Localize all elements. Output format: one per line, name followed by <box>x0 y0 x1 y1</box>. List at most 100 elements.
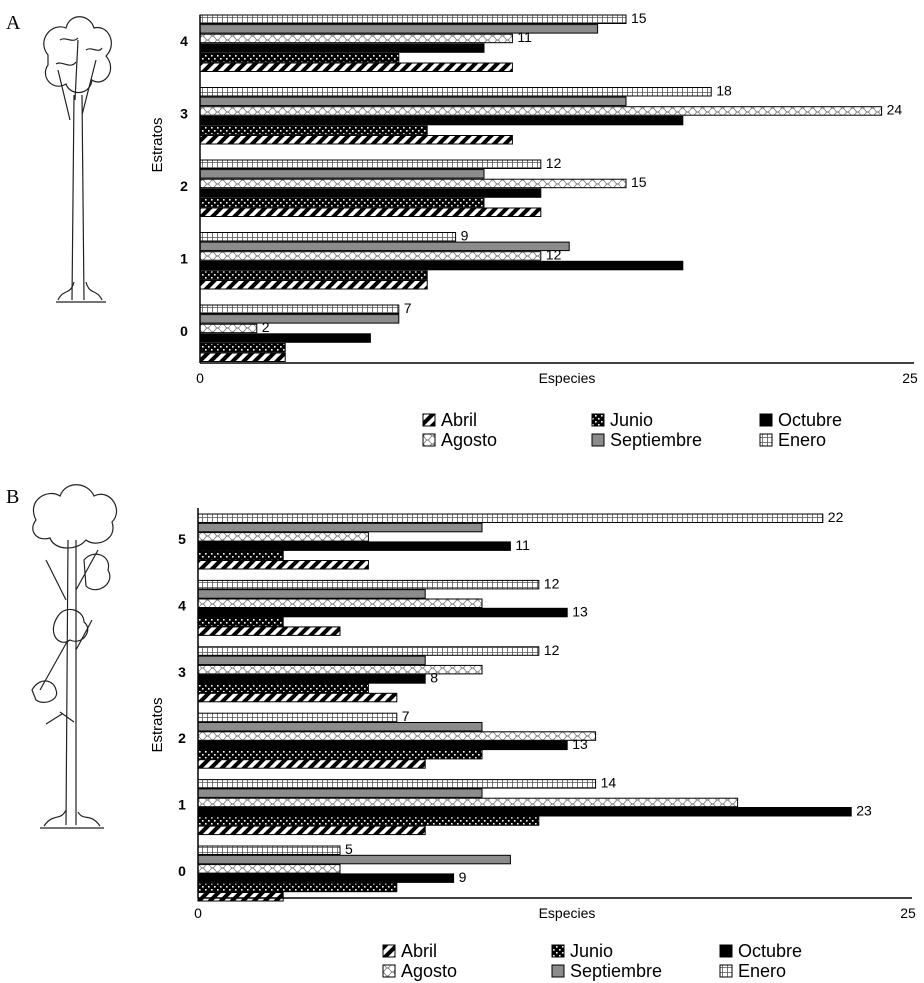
data-label: 15 <box>631 174 647 190</box>
legend-swatch-octubre <box>759 413 773 427</box>
bar-agosto <box>197 797 739 808</box>
bar-septiembre <box>199 314 400 324</box>
bar-octubre <box>197 607 568 618</box>
bar-agosto <box>199 33 513 44</box>
bar-agosto <box>197 598 483 608</box>
data-label: 11 <box>515 537 530 553</box>
data-label: 18 <box>716 83 732 99</box>
bar-septiembre <box>197 788 483 798</box>
bar-agosto <box>199 251 542 261</box>
legend-swatch-junio <box>591 413 605 427</box>
bar-abril <box>199 62 513 72</box>
bar-octubre <box>199 260 684 271</box>
legend-label-junio: Junio <box>610 410 653 430</box>
data-label: 12 <box>546 155 562 171</box>
legend-swatch-agosto <box>382 964 396 978</box>
legend-label-agosto: Agosto <box>401 961 457 981</box>
bar-octubre <box>199 43 485 53</box>
data-label: 11 <box>517 29 532 45</box>
bar-enero <box>199 159 542 169</box>
data-label: 12 <box>546 247 562 263</box>
bar-junio <box>197 550 284 561</box>
data-label: 5 <box>345 841 353 857</box>
x-axis-label-b: Especies <box>539 905 596 921</box>
bar-junio <box>197 617 284 627</box>
legend-swatch-enero <box>719 964 733 978</box>
data-label: 8 <box>430 670 438 686</box>
bar-enero <box>197 579 540 590</box>
bar-septiembre <box>197 854 511 865</box>
panel-b: B Estratos 5 4 3 2 1 0 22 11 12 13 12 8 7 13 14 23 5 9 0… <box>6 484 916 981</box>
data-label: 9 <box>459 869 467 885</box>
bar-agosto <box>197 664 483 675</box>
bar-junio <box>199 52 400 63</box>
bar-octubre <box>197 740 568 751</box>
data-label: 2 <box>262 319 270 335</box>
panel-letter-b: B <box>6 486 19 508</box>
bar-junio <box>199 197 485 208</box>
x-tick-b-25: 25 <box>900 905 916 921</box>
category-label: 4 <box>178 597 186 613</box>
bar-enero <box>199 232 457 242</box>
legend-label-octubre: Octubre <box>738 941 802 961</box>
bar-abril <box>197 692 398 703</box>
bar-octubre <box>197 873 455 883</box>
data-label: 7 <box>402 708 410 724</box>
bar-abril <box>197 892 284 902</box>
x-axis-label-a: Especies <box>539 370 596 386</box>
legend-label-enero: Enero <box>778 430 826 450</box>
bar-junio <box>197 882 398 893</box>
bar-enero <box>197 513 824 523</box>
x-tick-a-0: 0 <box>196 370 204 386</box>
legend-b: Abril Junio Octubre Agosto Septiembre Enero <box>382 941 802 981</box>
bar-junio <box>197 816 540 826</box>
data-label: 12 <box>544 642 560 658</box>
bar-abril <box>197 825 426 836</box>
data-label: 9 <box>461 228 469 244</box>
legend-label-enero: Enero <box>738 961 786 981</box>
bar-abril <box>199 280 428 290</box>
legend-label-abril: Abril <box>441 410 477 430</box>
bar-junio <box>199 270 428 280</box>
bar-enero <box>197 712 398 723</box>
legend-swatch-octubre <box>719 944 733 958</box>
data-label: 13 <box>572 736 588 752</box>
bar-abril <box>199 352 286 362</box>
legend-swatch-abril <box>382 944 396 958</box>
bar-enero <box>199 87 712 97</box>
bar-octubre <box>197 674 426 684</box>
legend-label-septiembre: Septiembre <box>610 430 702 450</box>
bar-septiembre <box>197 655 426 666</box>
legend-swatch-enero <box>759 433 773 447</box>
category-label: 0 <box>178 863 186 879</box>
data-label: 15 <box>631 10 647 26</box>
legend-swatch-abril <box>422 413 436 427</box>
bar-abril <box>197 626 341 636</box>
data-label: 13 <box>572 603 588 619</box>
bar-octubre <box>197 807 852 817</box>
bar-septiembre <box>199 24 599 34</box>
legend-label-abril: Abril <box>401 941 437 961</box>
legend-label-octubre: Octubre <box>778 410 842 430</box>
bars-a: 15 11 18 24 12 15 9 12 7 2 <box>199 10 902 362</box>
bar-junio <box>197 683 369 693</box>
bar-septiembre <box>199 96 627 107</box>
bar-agosto <box>197 864 341 874</box>
category-label: 2 <box>180 178 188 194</box>
bar-octubre <box>199 115 684 126</box>
category-label: 2 <box>178 730 186 746</box>
category-label: 3 <box>178 664 186 680</box>
bar-septiembre <box>197 589 426 599</box>
data-label: 14 <box>601 775 617 791</box>
bar-abril <box>197 560 369 570</box>
bar-enero <box>199 14 627 24</box>
legend-label-septiembre: Septiembre <box>570 961 662 981</box>
bar-abril <box>199 135 513 145</box>
bar-octubre <box>199 333 371 343</box>
bar-octubre <box>197 541 511 551</box>
bar-septiembre <box>197 722 483 732</box>
bar-octubre <box>199 188 542 198</box>
bar-enero <box>197 646 540 656</box>
category-label: 1 <box>180 251 188 267</box>
